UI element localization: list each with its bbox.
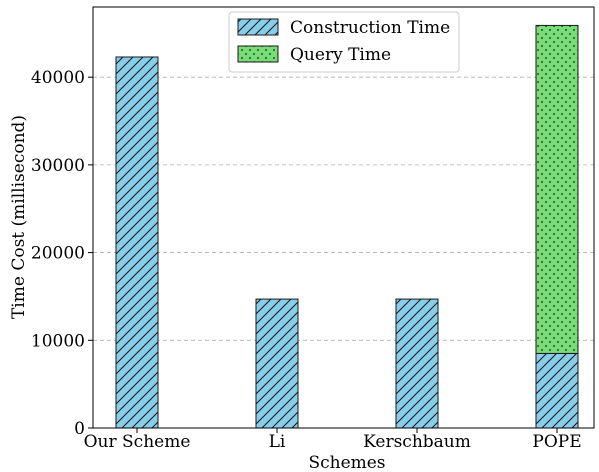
y-tick-label: 0: [74, 419, 85, 439]
y-axis-ticks: 0 10000 20000 30000 40000: [31, 68, 93, 439]
x-axis-label: Schemes: [308, 453, 385, 472]
legend: Construction Time Query Time: [228, 11, 460, 73]
x-tick-label: Li: [269, 432, 286, 452]
bar-construction-hatch: [116, 56, 158, 429]
y-axis-label: Time Cost (millisecond): [9, 115, 29, 319]
bar-construction-hatch: [256, 299, 298, 428]
y-gridlines: [93, 76, 594, 341]
legend-label-query: Query Time: [290, 45, 391, 65]
y-tick-label: 10000: [31, 331, 85, 351]
legend-entry-construction: Construction Time: [237, 18, 450, 38]
bars: [115, 24, 579, 429]
x-tick-label: Kerschbaum: [363, 432, 471, 452]
y-tick-label: 20000: [31, 244, 85, 264]
bar-query-hatch: [536, 25, 578, 354]
bar-construction-hatch: [396, 299, 438, 428]
x-tick-label: POPE: [532, 432, 581, 452]
y-tick-label: 30000: [31, 156, 85, 176]
bar-construction-hatch: [536, 353, 578, 428]
legend-swatch-query-hatch: [238, 46, 278, 62]
legend-frame: [228, 11, 460, 73]
plot-frame: [92, 6, 595, 429]
legend-label-construction: Construction Time: [290, 18, 450, 38]
x-axis-ticks: Our Scheme Li Kerschbaum POPE: [84, 428, 582, 452]
x-tick-label: Our Scheme: [84, 432, 191, 452]
legend-swatch-construction-hatch: [238, 19, 278, 35]
y-tick-label: 40000: [31, 68, 85, 88]
legend-entry-query: Query Time: [237, 45, 391, 65]
